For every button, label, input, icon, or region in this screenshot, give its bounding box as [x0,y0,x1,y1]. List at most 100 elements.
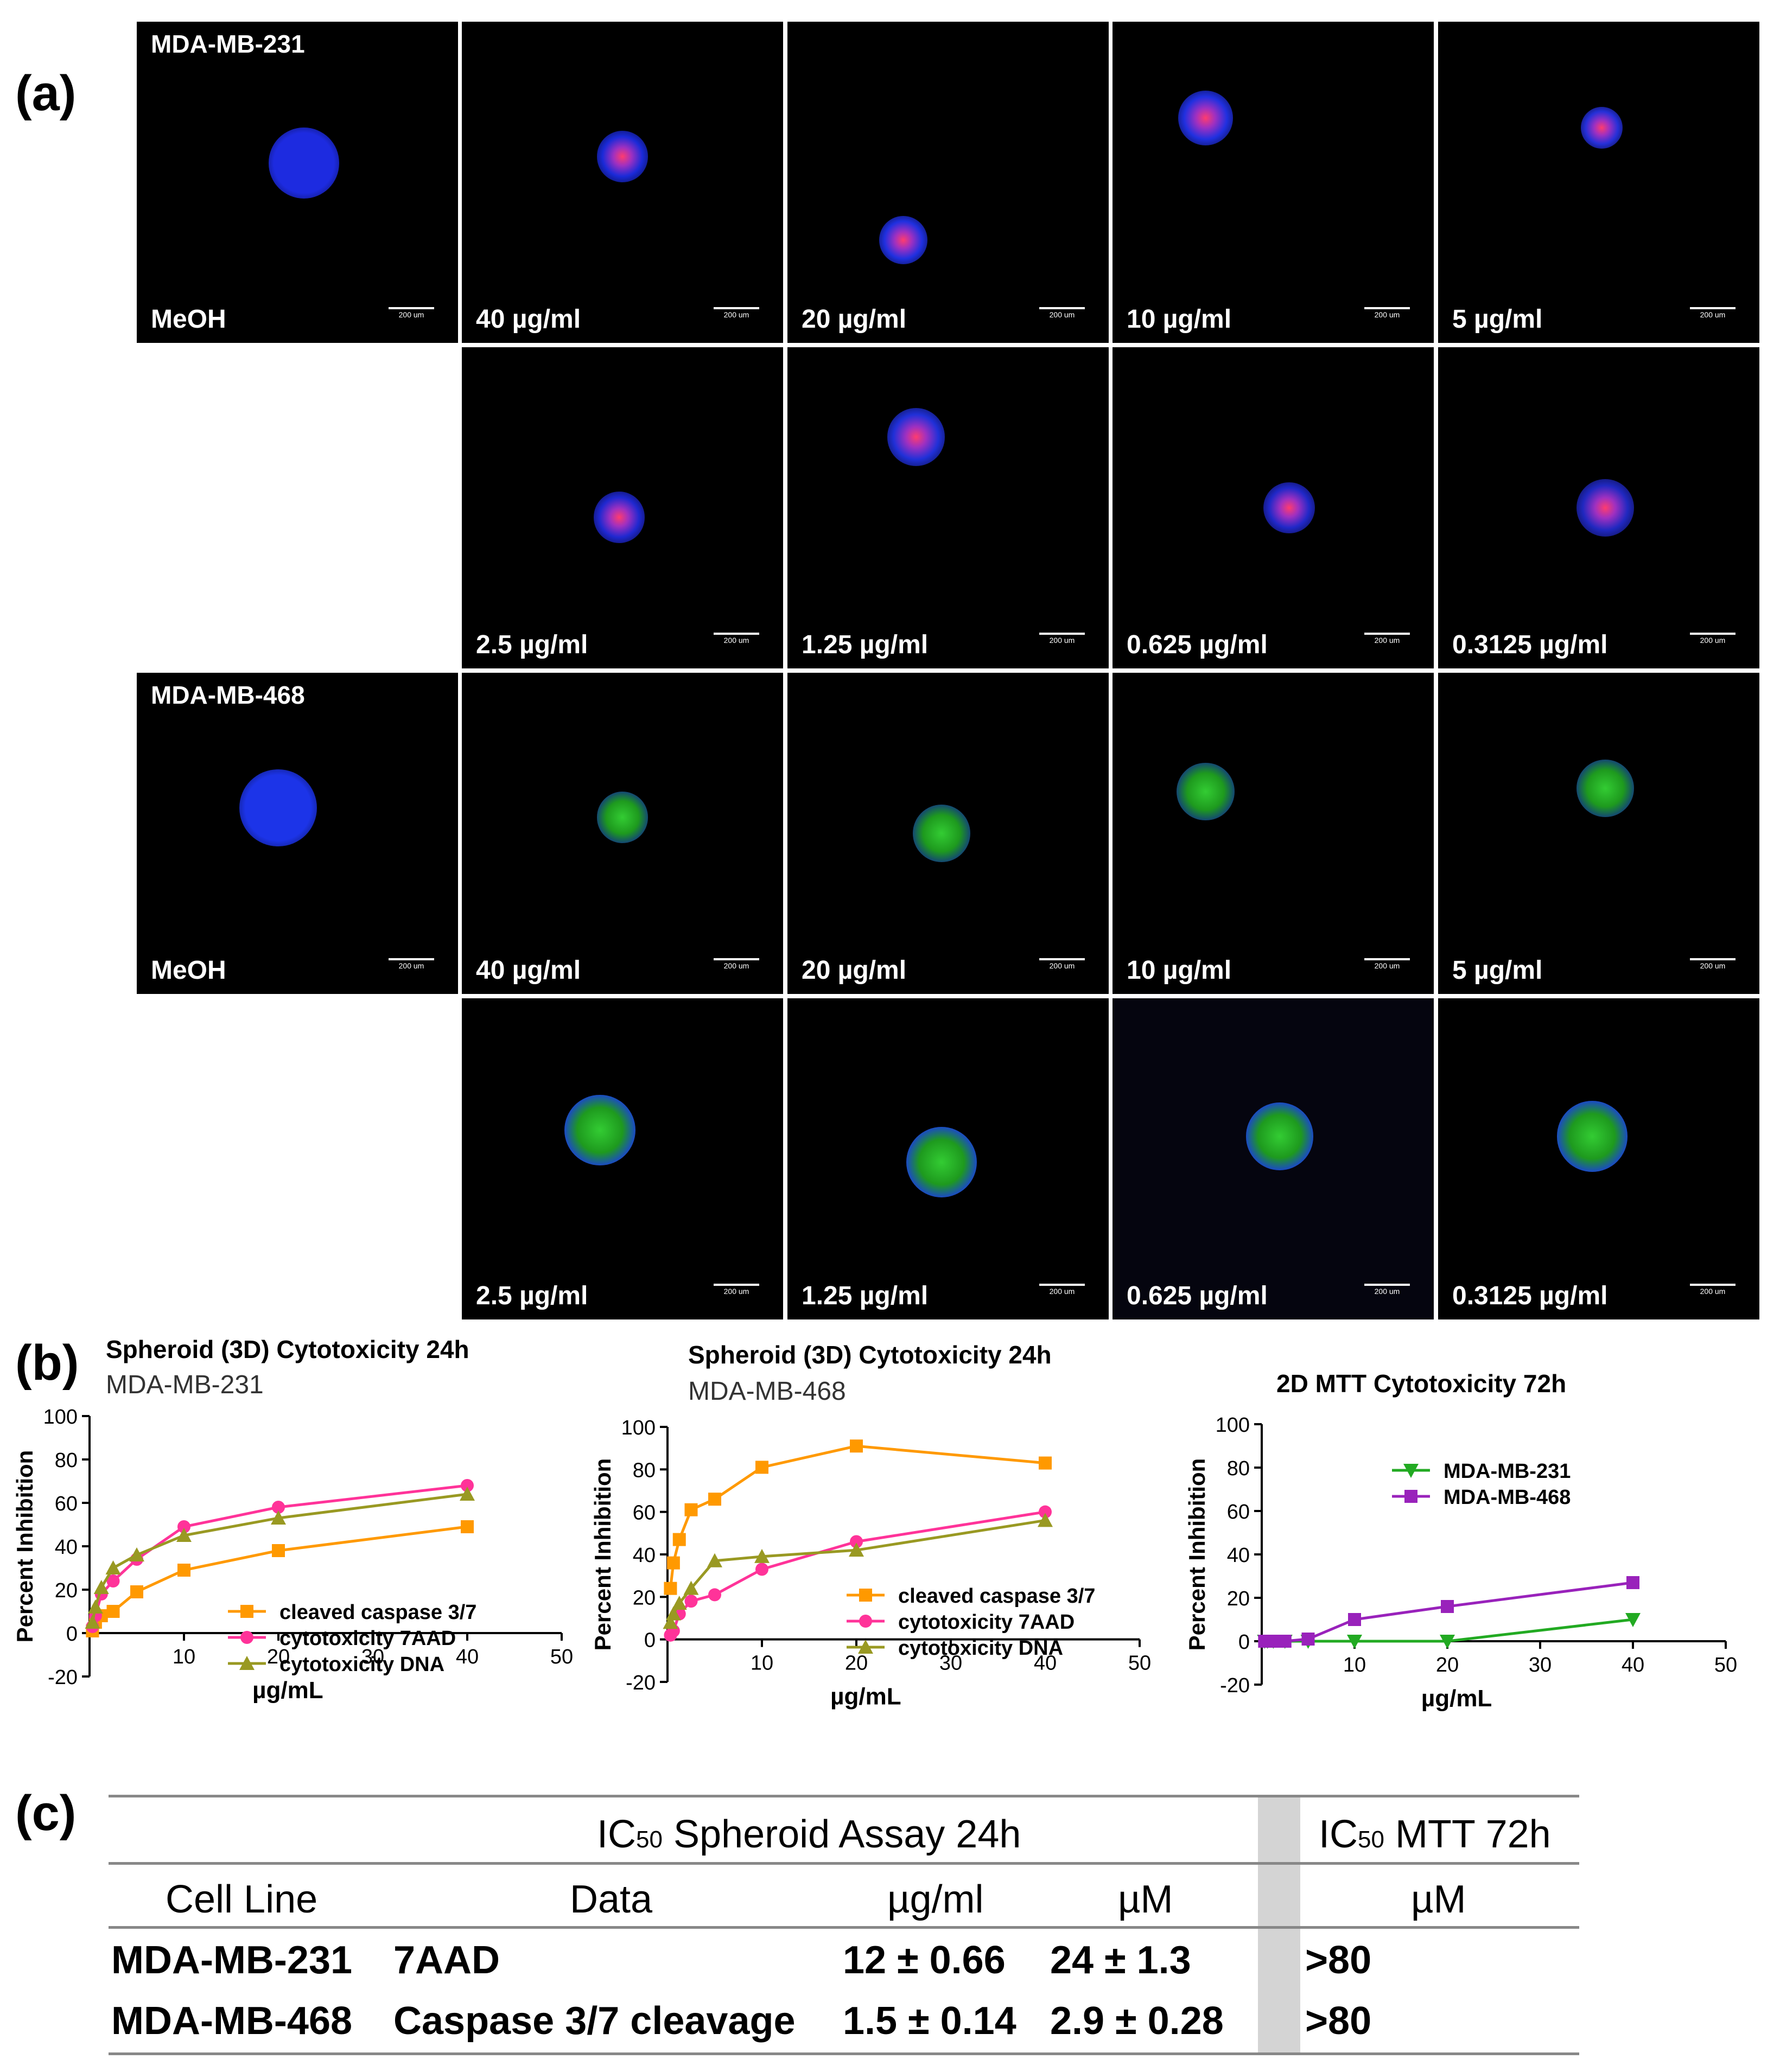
data-point [176,1528,192,1542]
data-point [683,1580,699,1595]
chart3-title: 2D MTT Cytotoxicity 72h [1276,1369,1567,1398]
legend-marker [1404,1490,1417,1503]
data-point [1441,1600,1454,1613]
micrograph-tile: 1.25 µg/ml 200 um [787,347,1109,668]
panel-b-label: (b) [15,1335,79,1391]
spheroid-image [1576,479,1635,537]
scale-bar: 200 um [1039,958,1085,970]
y-tick-label: 60 [55,1493,78,1515]
spheroid-image [1177,762,1235,821]
scale-bar: 200 um [1364,307,1410,319]
ic50-mtt-um: >80 [1305,1939,1372,1982]
micrograph-tile: 0.3125 µg/ml 200 um [1438,998,1759,1319]
data-point [1347,1635,1362,1649]
data-type: 7AAD [393,1939,500,1982]
legend-entry: MDA-MB-231 [1444,1460,1571,1483]
concentration-label: MeOH [151,956,226,985]
data-point [663,1615,678,1629]
x-tick-label: 50 [550,1646,573,1668]
table-header-rule [109,1862,1579,1865]
data-point [1440,1635,1455,1649]
concentration-label: 0.3125 µg/ml [1452,1282,1608,1310]
data-point [1278,1635,1292,1648]
y-tick-label: 20 [1227,1588,1250,1610]
concentration-label: 10 µg/ml [1127,305,1232,334]
data-point [461,1520,474,1533]
data-point [1039,1505,1052,1519]
spheroid-image [912,804,971,863]
data-point [850,1535,863,1548]
cell-line-label: MDA-MB-468 [151,681,305,709]
y-tick-label: 40 [633,1544,656,1567]
concentration-label: 0.625 µg/ml [1127,1282,1268,1310]
legend-marker [240,1605,253,1618]
data-point [461,1479,474,1492]
ic50-um: 24 ± 1.3 [1050,1939,1191,1982]
x-tick-label: 30 [1529,1654,1552,1676]
legend-entry: cytotoxicity DNA [279,1653,444,1676]
concentration-label: 0.3125 µg/ml [1452,630,1608,659]
spheroid-image [596,131,649,182]
y-tick-label: 100 [43,1406,78,1429]
y-tick-label: 40 [1227,1544,1250,1567]
spheroid-image [887,408,945,467]
micrograph-tile: 20 µg/ml 200 um [787,673,1109,994]
ic50-ugml: 12 ± 0.66 [843,1939,1006,1982]
x-tick-label: 40 [456,1646,479,1668]
legend-marker [859,1589,872,1602]
micrograph-tile: 5 µg/ml 200 um [1438,22,1759,343]
data-point [130,1585,143,1598]
scale-bar: 200 um [1690,633,1736,645]
concentration-label: 2.5 µg/ml [476,1282,588,1310]
data-point [1625,1613,1641,1627]
data-point [1348,1613,1361,1626]
data-point [1267,1635,1280,1648]
x-tick-label: 50 [1714,1654,1737,1676]
data-point [85,1615,100,1629]
concentration-label: 10 µg/ml [1127,956,1232,985]
table-separator-column [1258,1797,1300,2052]
y-axis-label: Percent Inhibition [1184,1458,1210,1651]
legend-entry: cytotoxicity 7AAD [279,1627,456,1650]
concentration-label: 20 µg/ml [802,956,907,985]
chart2-title: Spheroid (3D) Cytotoxicity 24h [688,1341,1052,1369]
spheroid-image [1581,106,1623,149]
spheroid-image [1263,482,1315,534]
concentration-label: 1.25 µg/ml [802,1282,929,1310]
micrograph-tile: 2.5 µg/ml 200 um [462,347,783,668]
table-header-spheroid: IC50 Spheroid Assay 24h [597,1813,1021,1856]
spheroid-image [1576,759,1635,818]
data-point [666,1556,680,1570]
scale-bar: 200 um [714,633,759,645]
x-tick-label: 30 [361,1646,384,1668]
data-point [755,1563,768,1576]
data-point [271,1510,286,1525]
scale-bar: 200 um [1690,307,1736,319]
legend-marker [239,1656,255,1670]
data-point [672,1533,686,1546]
chart2-subtitle: MDA-MB-468 [688,1377,846,1406]
legend-marker [858,1640,873,1654]
chart-2d-mtt: -20 0 20 40 60 80 100 10 20 30 40 50 Percent Inhibit… [1184,1414,1737,1712]
scale-bar: 200 um [1364,633,1410,645]
legend-marker [240,1631,253,1644]
concentration-label: 5 µg/ml [1452,305,1543,334]
scale-bar: 200 um [714,1284,759,1296]
data-point [106,1605,120,1618]
scale-bar: 200 um [1364,1284,1410,1296]
chart-mda-mb-231-spheroid: -20 0 20 40 60 80 100 10 20 30 40 50 Percent Inhibit… [12,1406,573,1704]
legend-entry: cytotoxicity 7AAD [898,1611,1075,1634]
y-axis-label: Percent Inhibition [12,1450,37,1643]
micrograph-tile: 40 µg/ml 200 um [462,673,783,994]
spheroid-image [879,216,927,264]
micrograph-tile: 10 µg/ml 200 um [1112,22,1434,343]
table-columns-rule [109,1926,1579,1929]
scale-bar: 200 um [1039,633,1085,645]
data-point [93,1580,109,1594]
x-tick-label: 10 [173,1646,195,1668]
data-point [707,1553,722,1567]
scale-bar: 200 um [389,307,434,319]
y-tick-label: 60 [1227,1501,1250,1523]
concentration-label: 40 µg/ml [476,956,581,985]
x-tick-label: 10 [751,1652,773,1675]
